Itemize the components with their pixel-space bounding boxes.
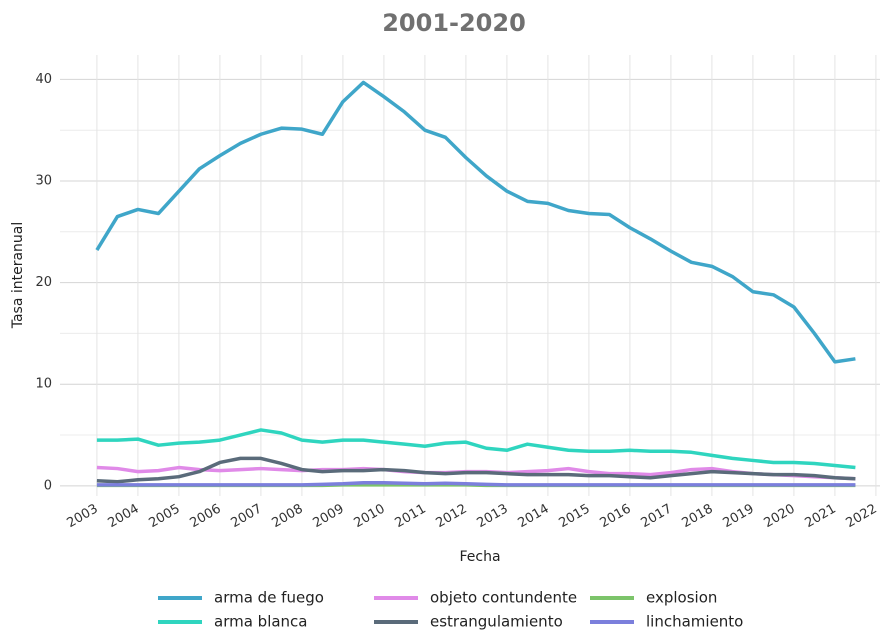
x-tick-label: 2019 — [720, 502, 756, 532]
line-series — [96, 481, 856, 487]
x-tick-label: 2018 — [679, 502, 715, 532]
x-tick-label: 2009 — [310, 502, 346, 532]
x-tick-label: 2004 — [105, 502, 141, 532]
legend: arma de fuego arma blanca objeto contunden… — [158, 589, 743, 630]
line-series — [95, 80, 856, 364]
legend-label: explosion — [646, 589, 717, 607]
x-tick-label: 2005 — [146, 502, 182, 532]
y-tick-label: 40 — [35, 72, 52, 87]
line-series — [96, 428, 856, 470]
x-tick-label: 2022 — [843, 502, 879, 532]
x-tick-label: 2012 — [433, 502, 469, 532]
legend-label: arma de fuego — [214, 589, 324, 607]
x-tick-label: 2020 — [761, 502, 797, 532]
legend-label: arma blanca — [214, 613, 308, 630]
x-tick-label: 2015 — [556, 502, 592, 532]
x-axis-title: Fecha — [459, 549, 500, 565]
y-tick-label: 30 — [35, 174, 52, 189]
chart-title: 2001-2020 — [382, 9, 526, 37]
legend-label: estrangulamiento — [430, 613, 563, 630]
x-tick-label: 2016 — [597, 502, 633, 532]
line-series — [96, 456, 856, 484]
x-tick-label: 2014 — [515, 502, 551, 532]
x-tick-label: 2011 — [392, 502, 428, 532]
x-tick-label: 2008 — [269, 502, 305, 532]
legend-label: linchamiento — [646, 613, 743, 630]
x-tick-label: 2017 — [638, 502, 674, 532]
x-tick-label: 2003 — [64, 502, 100, 532]
x-tick-label: 2013 — [474, 502, 510, 532]
x-tick-label: 2007 — [228, 502, 264, 532]
y-tick-label: 0 — [44, 478, 52, 493]
x-tick-label: 2010 — [351, 502, 387, 532]
y-axis-title: Tasa interanual — [10, 222, 26, 330]
x-tick-label: 2021 — [802, 502, 838, 532]
x-tick-label: 2006 — [187, 502, 223, 532]
y-tick-label: 10 — [35, 377, 52, 392]
legend-label: objeto contundente — [430, 589, 577, 607]
y-tick-label: 20 — [35, 275, 52, 290]
